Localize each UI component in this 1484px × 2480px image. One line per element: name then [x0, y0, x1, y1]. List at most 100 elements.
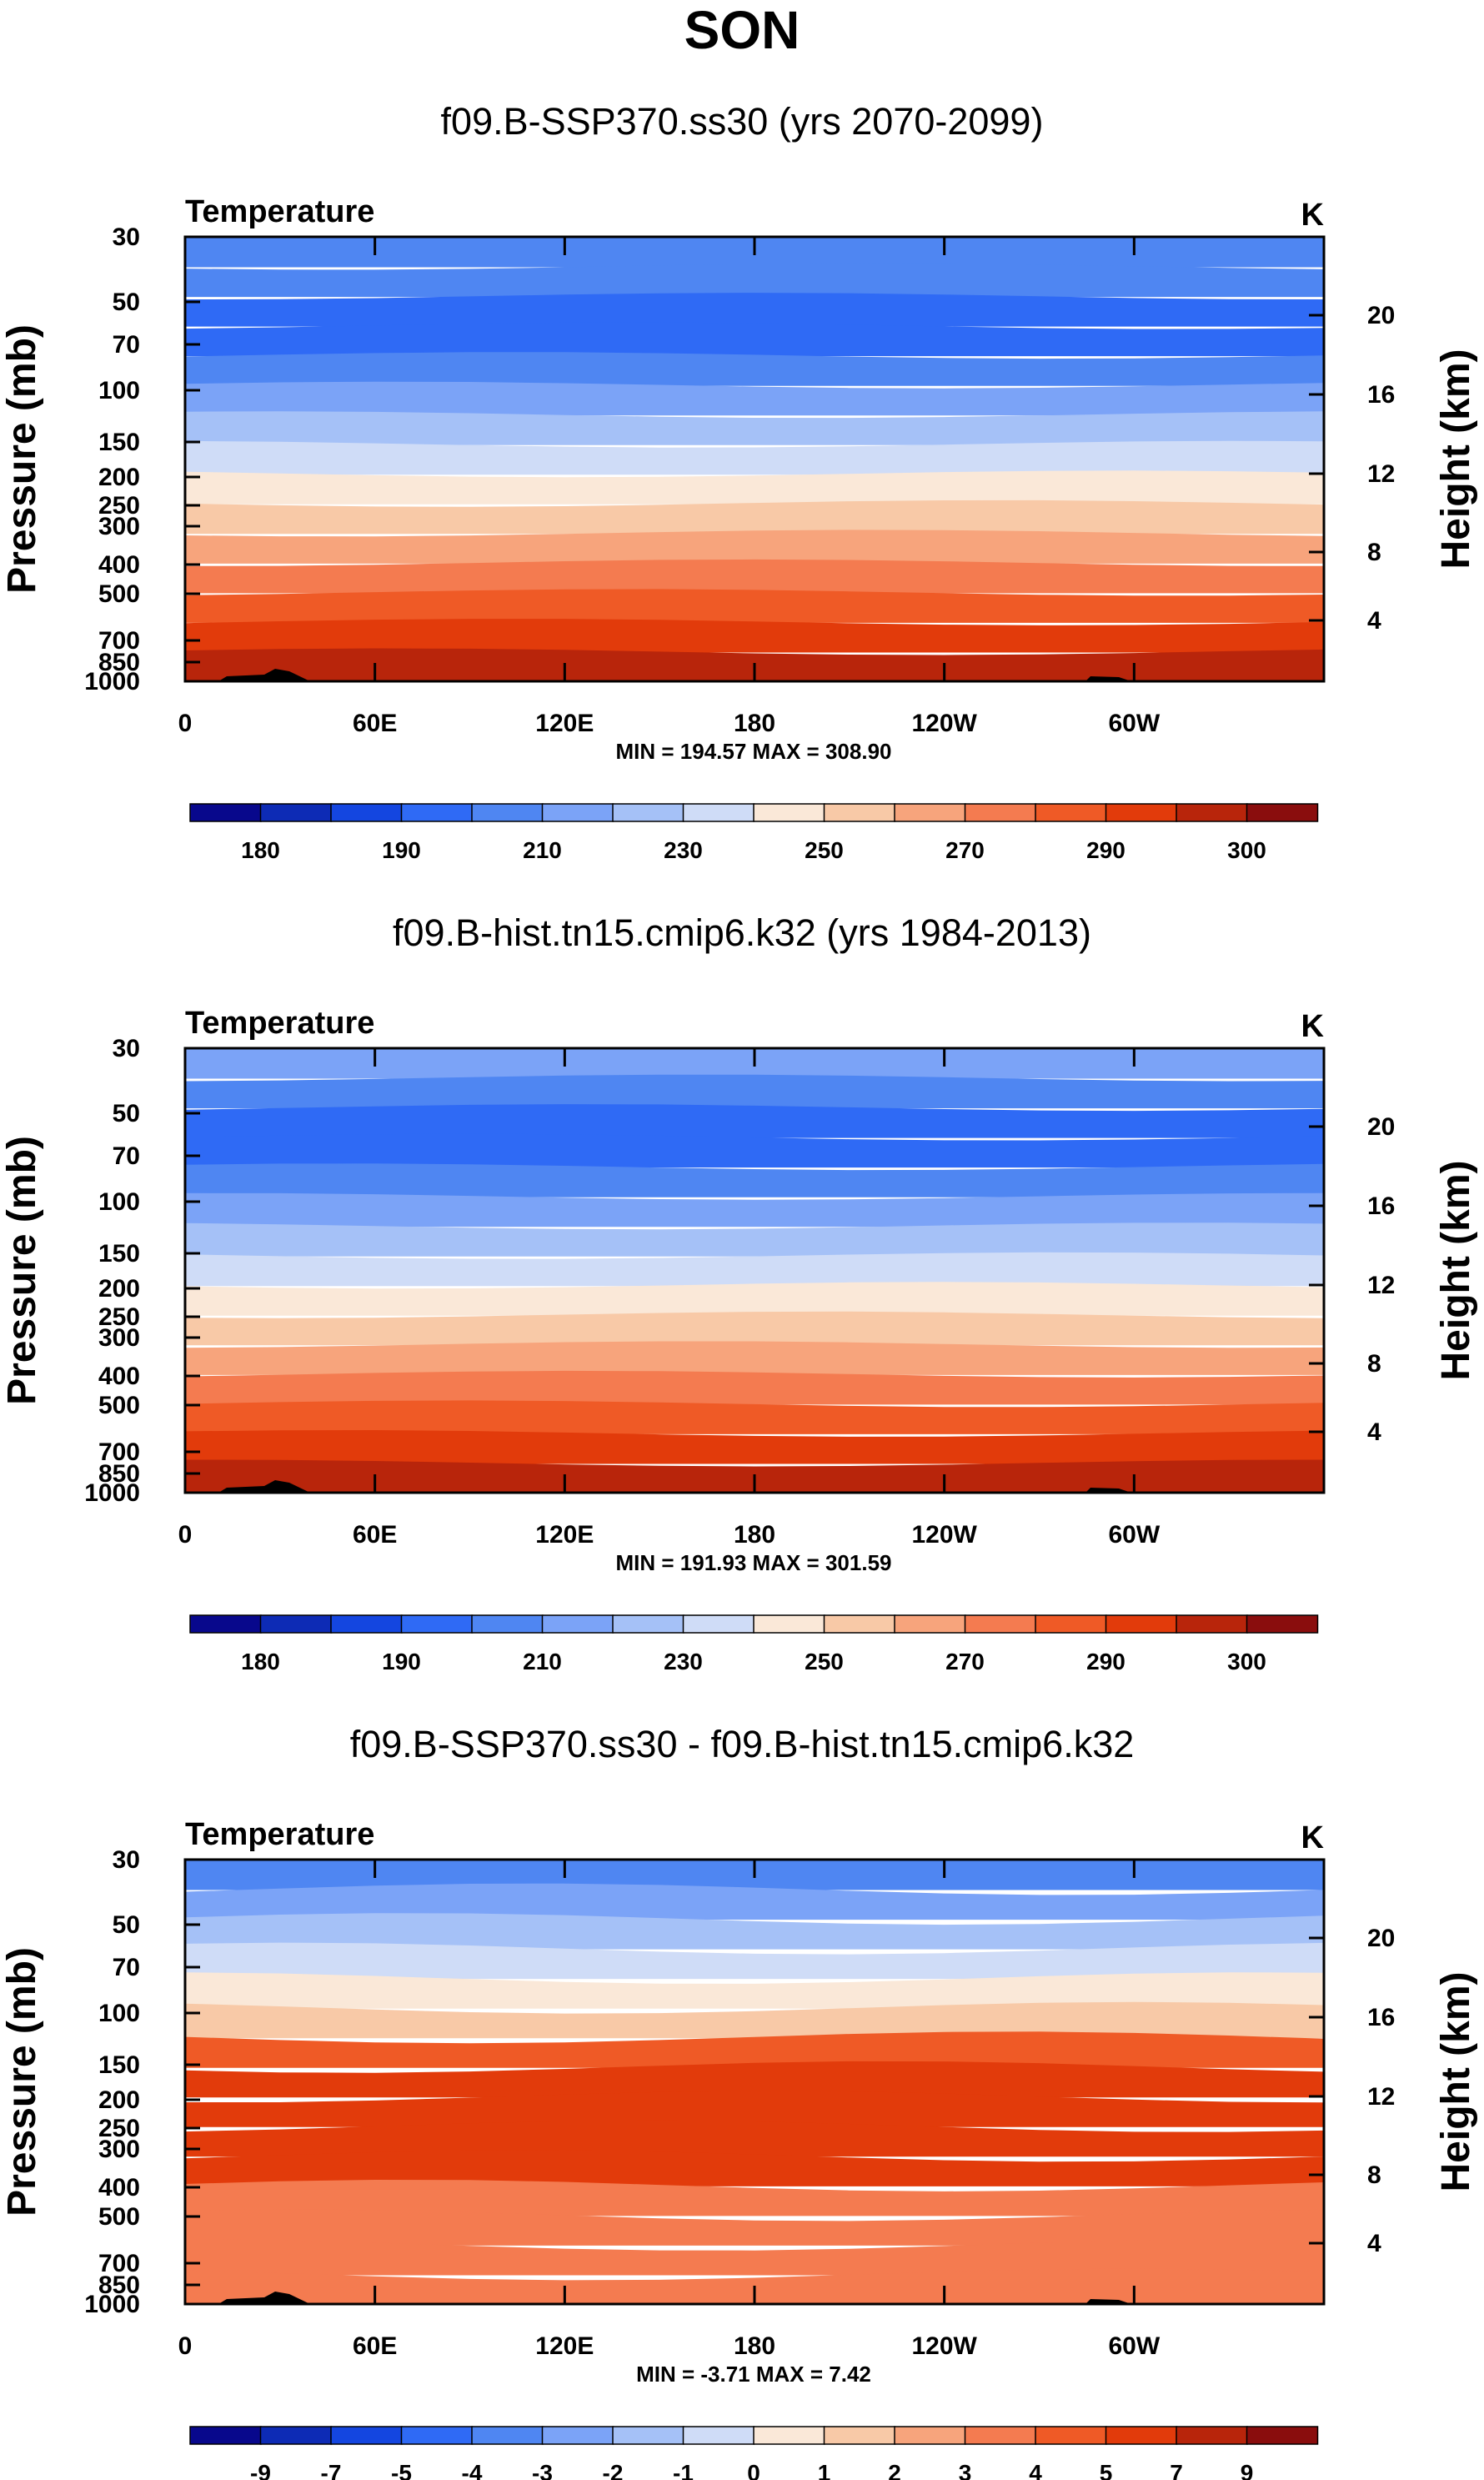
colorbar-swatch: [1105, 2426, 1178, 2445]
colorbar-label: 270: [945, 837, 985, 863]
y-tick-label: 150: [98, 2051, 140, 2079]
y-tick-label: 500: [98, 580, 140, 608]
y-tick-label: 300: [98, 2136, 140, 2163]
x-tick-label: 120E: [535, 2332, 594, 2360]
colorbar-label: 250: [805, 837, 844, 863]
contour-band: [185, 263, 1324, 298]
y-right-tick-label: 20: [1367, 1925, 1395, 1952]
contour-band: [185, 1133, 1324, 1168]
colorbar-label: 5: [1100, 2460, 1113, 2480]
y-tick-label: 200: [98, 2086, 140, 2114]
colorbar-swatch: [400, 2426, 474, 2445]
contour-band: [185, 559, 1324, 594]
y-tick-label: 400: [98, 2174, 140, 2201]
y-tick-label: 70: [113, 331, 140, 359]
colorbar-swatch: [1176, 803, 1248, 822]
colorbar-swatch: [894, 803, 966, 822]
x-tick-label: 60E: [353, 1521, 397, 1549]
contour-band: [185, 1104, 1324, 1138]
y-tick-label: 200: [98, 1275, 140, 1303]
colorbar-swatch: [612, 2426, 684, 2445]
colorbar-swatch: [823, 803, 896, 822]
variable-label: Temperature: [185, 1817, 374, 1852]
x-tick-label: 60W: [1108, 2332, 1160, 2360]
colorbar-label: -4: [462, 2460, 483, 2480]
contour-band: [185, 2031, 1324, 2068]
y-tick-label: 400: [98, 551, 140, 579]
x-tick-label: 180: [734, 1521, 775, 1549]
contour-band: [185, 1883, 1324, 1920]
panel-title: f09.B-SSP370.ss30 - f09.B-hist.tn15.cmip…: [350, 1723, 1135, 1765]
colorbar-label: 7: [1170, 2460, 1183, 2480]
colorbar-label: 190: [382, 1649, 421, 1674]
y-tick-label: 70: [113, 1954, 140, 1981]
contour-band: [185, 1942, 1324, 1980]
x-tick-label: 60W: [1108, 1521, 1160, 1549]
colorbar-swatch: [964, 2426, 1037, 2445]
contour-band: [185, 440, 1324, 475]
colorbar-swatch: [471, 803, 544, 822]
units-label: K: [1301, 1009, 1325, 1044]
contour-band: [185, 470, 1324, 505]
y-tick-label: 70: [113, 1142, 140, 1170]
colorbar-swatch: [1105, 1614, 1178, 1634]
contour-band: [185, 530, 1324, 564]
y-axis-title: Pressure (mb): [0, 1947, 44, 2216]
colorbar-swatch: [189, 2426, 262, 2445]
x-tick-label: 120W: [911, 1521, 977, 1549]
contour-band: [185, 2180, 1324, 2216]
contour-band: [185, 2120, 1324, 2157]
min-max-stats: MIN = 194.57 MAX = 308.90: [616, 739, 892, 764]
colorbar-label: 210: [523, 1649, 562, 1674]
x-tick-label: 180: [734, 2332, 775, 2360]
y-tick-label: 700: [98, 627, 140, 655]
y-right-axis-title: Height (km): [1434, 349, 1478, 570]
colorbar-swatch: [1035, 803, 1107, 822]
y-tick-label: 500: [98, 2203, 140, 2231]
x-tick-label: 180: [734, 710, 775, 737]
colorbar-label: -1: [673, 2460, 694, 2480]
y-tick-label: 250: [98, 492, 140, 520]
x-tick-label: 120W: [911, 710, 977, 737]
y-tick-label: 850: [98, 2272, 140, 2299]
y-tick-label: 30: [113, 223, 140, 251]
x-tick-label: 0: [178, 710, 193, 737]
contour-band: [185, 2061, 1324, 2098]
panel-3: f09.B-SSP370.ss30 - f09.B-hist.tn15.cmip…: [0, 1723, 1478, 2480]
y-right-tick-label: 16: [1367, 2004, 1395, 2031]
colorbar-swatch: [1246, 2426, 1319, 2445]
colorbar-swatch: [894, 2426, 966, 2445]
contour-band: [185, 2239, 1324, 2276]
y-tick-label: 500: [98, 1392, 140, 1419]
contour-band: [185, 352, 1324, 386]
colorbar-swatch: [682, 803, 755, 822]
y-right-axis-title: Height (km): [1434, 1161, 1478, 1381]
colorbar-label: 230: [664, 837, 703, 863]
contour-bands: [185, 1860, 1324, 2305]
y-tick-label: 700: [98, 2250, 140, 2277]
colorbar-swatch: [1246, 803, 1319, 822]
y-tick-label: 850: [98, 1460, 140, 1488]
y-tick-label: 400: [98, 1363, 140, 1390]
colorbar-label: 0: [747, 2460, 760, 2480]
contour-band: [185, 1192, 1324, 1227]
y-axis-title: Pressure (mb): [0, 324, 44, 594]
colorbar-label: 300: [1227, 1649, 1266, 1674]
contour-band: [185, 500, 1324, 535]
contour-band: [185, 2091, 1324, 2127]
contour-band: [185, 1282, 1324, 1316]
min-max-stats: MIN = -3.71 MAX = 7.42: [636, 2362, 871, 2387]
colorbar-label: 230: [664, 1649, 703, 1674]
figure-title: SON: [684, 0, 800, 60]
colorbar-swatch: [1035, 1614, 1107, 1634]
contour-bands: [185, 1048, 1324, 1494]
y-tick-label: 50: [113, 289, 140, 316]
contour-band: [185, 381, 1324, 416]
colorbar-swatch: [189, 803, 262, 822]
colorbar-swatch: [330, 1614, 403, 1634]
y-tick-label: 700: [98, 1438, 140, 1466]
colorbar-label: -3: [532, 2460, 553, 2480]
colorbar-swatch: [964, 803, 1037, 822]
y-right-tick-label: 8: [1367, 1350, 1381, 1378]
